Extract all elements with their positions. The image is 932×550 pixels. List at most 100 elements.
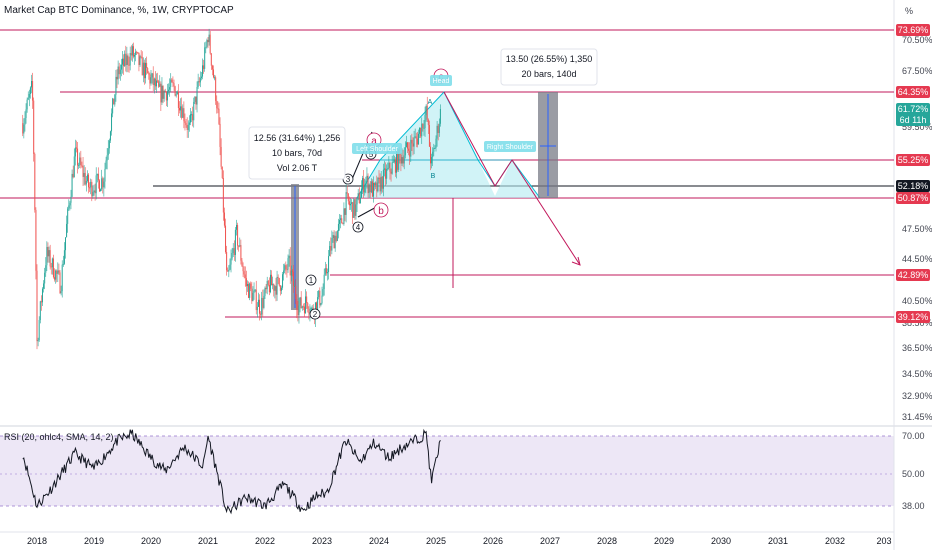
candle — [166, 91, 168, 101]
candle — [46, 246, 48, 266]
candle — [291, 270, 293, 272]
wave-count-1[interactable]: 1 — [305, 274, 317, 286]
candle — [249, 283, 251, 298]
candle — [82, 165, 84, 177]
candle — [262, 297, 264, 308]
candle — [150, 77, 152, 84]
candle — [222, 178, 224, 213]
level-tag[interactable]: 52.18% — [896, 180, 930, 192]
level-tag[interactable]: 55.25% — [896, 154, 930, 166]
candle — [272, 283, 274, 286]
candle — [229, 264, 231, 270]
candle — [35, 209, 37, 271]
candle — [218, 108, 220, 124]
candle — [68, 205, 70, 209]
candle — [122, 58, 123, 65]
time-tick: 2023 — [312, 536, 332, 546]
candle — [375, 182, 377, 186]
candle — [132, 46, 134, 57]
candle — [195, 96, 197, 105]
candle — [366, 175, 368, 181]
candles[interactable] — [22, 28, 441, 350]
chart-title[interactable]: Market Cap BTC Dominance, %, 1W, CRYPTOC… — [4, 5, 234, 16]
candle — [353, 199, 355, 218]
time-tick: 2021 — [198, 536, 218, 546]
right-shoulder-tag[interactable]: Right Shoulder — [484, 141, 536, 152]
level-tag[interactable]: 42.89% — [896, 269, 930, 281]
candle — [347, 193, 349, 202]
candle — [244, 274, 246, 279]
wave-count-4[interactable]: 4 — [352, 221, 364, 233]
rsi-axis[interactable]: 70.00 50.00 38.00 — [902, 431, 925, 511]
candle — [89, 187, 91, 189]
candle — [117, 66, 119, 80]
candle — [103, 181, 105, 188]
time-tick: 2027 — [540, 536, 560, 546]
wave-count-3-label: 3 — [346, 175, 351, 184]
left-shoulder-tag[interactable]: Left Shoulder — [352, 143, 402, 154]
measure-left-info-bg — [248, 126, 346, 180]
time-axis[interactable]: 2018 2019 2020 2021 2022 2023 2024 2025 … — [27, 536, 892, 546]
candle — [135, 51, 137, 55]
candle — [404, 147, 406, 156]
candle — [379, 177, 381, 192]
candle — [253, 290, 255, 293]
candle — [54, 277, 56, 280]
level-tag-text: 52.18% — [898, 181, 929, 191]
measure-left-info[interactable]: 12.56 (31.64%) 1,256 10 bars, 70d Vol 2.… — [248, 126, 346, 180]
candle — [95, 175, 97, 194]
level-tag[interactable]: 64.35% — [896, 86, 930, 98]
candle — [364, 184, 366, 193]
level-tag[interactable]: 39.12% — [896, 311, 930, 323]
candle — [357, 193, 359, 198]
current-price-tag[interactable]: 61.72% 6d 11h — [896, 103, 930, 126]
candle — [360, 188, 362, 198]
candle — [332, 235, 334, 239]
candle — [245, 278, 247, 287]
candle — [101, 178, 103, 190]
wave-count-3[interactable]: 3 — [342, 173, 354, 185]
candle — [73, 156, 75, 178]
bar-countdown: 6d 11h — [900, 115, 927, 125]
level-tag[interactable]: 73.69% — [896, 24, 930, 36]
price-axis[interactable]: % 70.50% 67.50% 59.50% 47.50% 44.50% 40.… — [896, 6, 932, 422]
candle — [289, 255, 291, 276]
candle — [385, 168, 387, 179]
candle — [417, 133, 419, 145]
level-tag[interactable]: 50.87% — [896, 192, 930, 204]
candle — [207, 40, 209, 43]
candle — [104, 168, 106, 182]
candle — [59, 272, 61, 294]
projection-path[interactable] — [443, 91, 581, 266]
current-price-value: 61.72% — [898, 104, 929, 114]
candle — [85, 180, 87, 185]
candle — [423, 128, 425, 130]
candle — [413, 137, 415, 147]
measure-right-info[interactable]: 13.50 (26.55%) 1,350 20 bars, 140d — [500, 48, 598, 86]
candle — [75, 147, 77, 149]
candle — [432, 151, 434, 158]
candle — [36, 270, 38, 342]
wave-count-2[interactable]: 2 — [309, 308, 321, 320]
candle — [97, 173, 99, 181]
rsi-label[interactable]: RSI (20, ohlc4, SMA, 14, 2) — [4, 432, 114, 442]
candle — [32, 81, 34, 101]
candle — [69, 202, 71, 206]
rsi-tick: 50.00 — [902, 469, 925, 479]
candle — [77, 148, 79, 166]
candle — [111, 113, 113, 132]
candle — [283, 270, 285, 275]
candle — [323, 274, 325, 290]
head-tag[interactable]: Head — [430, 75, 452, 86]
current-price-tag-bg — [896, 103, 930, 126]
candle — [33, 100, 35, 154]
candle — [431, 157, 433, 164]
candle — [268, 284, 270, 293]
wave-count-b[interactable]: b — [373, 202, 389, 218]
candle — [60, 291, 62, 294]
head-shoulders-fill[interactable] — [357, 92, 540, 198]
candle — [306, 296, 308, 304]
candle — [234, 229, 236, 255]
candle — [92, 191, 94, 197]
